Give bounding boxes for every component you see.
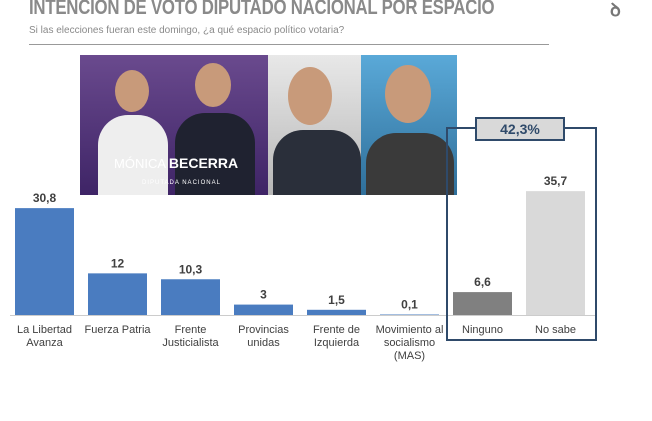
bar <box>307 309 366 315</box>
data-label: 30,8 <box>33 191 57 205</box>
category-label: No sabe <box>535 324 576 336</box>
data-label: 1,5 <box>328 293 345 307</box>
bar <box>15 208 74 315</box>
bar <box>526 191 585 315</box>
category-label: Ninguno <box>462 324 503 336</box>
category-label: Izquierda <box>314 337 360 349</box>
bar <box>453 292 512 315</box>
chart-title: INTENCIÓN DE VOTO DIPUTADO NACIONAL POR … <box>29 0 495 19</box>
data-label: 6,6 <box>474 275 491 289</box>
category-label: socialismo <box>384 337 435 349</box>
data-label: 35,7 <box>544 174 568 188</box>
chart-subtitle: Si las elecciones fueran este domingo, ¿… <box>29 25 345 36</box>
category-label: La Libertad <box>17 324 72 336</box>
logo-icon: ꝺ <box>610 0 621 20</box>
category-label: Movimiento al <box>376 324 444 336</box>
photo-caption-name: MÓNICA BECERRA <box>114 155 239 171</box>
photo-becerra-milei: MÓNICA BECERRA DIPUTADA NACIONAL <box>80 55 268 195</box>
photo-caption-role: DIPUTADA NACIONAL <box>142 180 221 186</box>
data-label: 0,1 <box>401 298 418 312</box>
category-label: Fuerza Patria <box>84 324 151 336</box>
divider <box>29 44 549 45</box>
category-label: unidas <box>247 337 280 349</box>
category-label: Justicialista <box>162 337 219 349</box>
data-label: 10,3 <box>179 262 203 276</box>
category-label: Provincias <box>238 324 289 336</box>
bar <box>234 304 293 315</box>
photo-kicillof <box>268 55 361 195</box>
category-label: Frente de <box>313 324 360 336</box>
bar <box>161 279 220 315</box>
bar <box>380 314 439 315</box>
data-label: 3 <box>260 288 267 302</box>
category-label: Avanza <box>26 337 63 349</box>
photo-candidate-3 <box>361 55 457 195</box>
category-label: (MAS) <box>394 350 425 362</box>
annotation-label: 42,3% <box>500 121 540 137</box>
data-label: 12 <box>111 256 125 270</box>
bar <box>88 273 147 315</box>
category-label: Frente <box>175 324 207 336</box>
candidate-photos: MÓNICA BECERRA DIPUTADA NACIONAL <box>80 55 457 195</box>
annotation-box <box>475 117 565 141</box>
